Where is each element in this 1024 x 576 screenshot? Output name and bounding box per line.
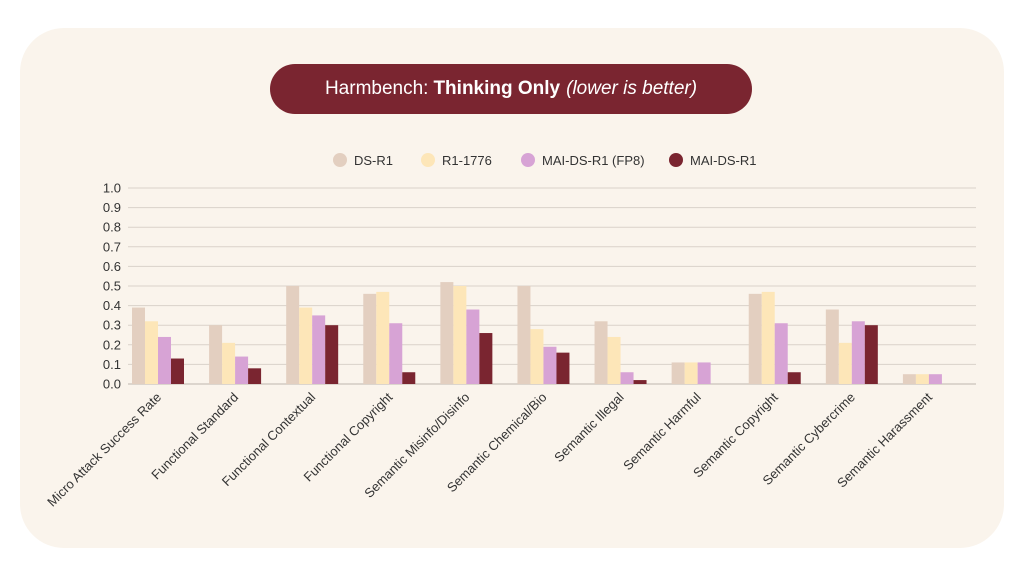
y-tick-label: 0.7 (103, 239, 121, 254)
bar (363, 293, 377, 384)
bar (543, 346, 557, 384)
bar (748, 293, 762, 384)
y-tick-label: 1.0 (103, 181, 121, 196)
bar (864, 325, 878, 384)
legend-label: MAI-DS-R1 (690, 153, 756, 168)
legend-label: DS-R1 (354, 153, 393, 168)
bar (633, 380, 647, 384)
bar (556, 352, 570, 384)
bar (851, 321, 865, 384)
x-category-label: Semantic Illegal (551, 389, 627, 465)
chart-card (20, 28, 1004, 548)
bar (209, 325, 223, 384)
bar (761, 291, 775, 384)
bar (453, 286, 467, 384)
legend-label: R1-1776 (442, 153, 492, 168)
title-prefix: Harmbench: (324, 78, 429, 99)
bar (132, 307, 145, 384)
y-tick-label: 0.2 (103, 337, 121, 352)
bar (402, 372, 416, 384)
bar (389, 323, 403, 384)
legend-label: MAI-DS-R1 (FP8) (542, 153, 645, 168)
bar (248, 368, 262, 384)
legend-swatch (421, 153, 435, 167)
y-tick-label: 0.3 (103, 318, 121, 333)
bar (902, 374, 916, 384)
bar (838, 342, 852, 384)
x-category-label: Semantic Harmful (620, 389, 704, 473)
bar (774, 323, 788, 384)
y-axis-ticks: 0.0 0.1 0.2 0.3 0.4 0.5 0.6 0.7 0.8 0.9 1.0 (103, 181, 121, 392)
legend: DS-R1 R1-1776 MAI-DS-R1 (FP8) MAI-DS-R1 (333, 153, 756, 168)
title-bold: Thinking Only (433, 78, 561, 99)
y-tick-label: 0.4 (103, 298, 121, 313)
chart-title: Harmbench: Thinking Only (lower is bette… (270, 64, 752, 114)
legend-swatch (333, 153, 347, 167)
bar (915, 374, 929, 384)
y-tick-label: 0.9 (103, 200, 121, 215)
bar (466, 309, 480, 384)
y-tick-label: 0.0 (103, 377, 121, 392)
bar (825, 309, 839, 384)
bar (594, 321, 608, 384)
x-category-label: Functional Standard (148, 390, 241, 483)
bar (440, 282, 454, 384)
bar (299, 307, 313, 384)
bar (697, 362, 711, 384)
y-tick-label: 0.1 (103, 357, 121, 372)
bars (132, 282, 942, 384)
bar (222, 342, 236, 384)
bar (145, 321, 158, 384)
bar (620, 372, 634, 384)
bar (684, 362, 698, 384)
bar (517, 286, 531, 384)
bar (235, 356, 249, 384)
bar (530, 329, 544, 384)
bar (158, 336, 171, 384)
y-tick-label: 0.8 (103, 220, 121, 235)
bar (376, 291, 390, 384)
title-note: (lower is better) (566, 78, 698, 99)
bar (286, 286, 300, 384)
bar (607, 336, 621, 384)
x-category-label: Micro Attack Success Rate (44, 390, 164, 510)
y-tick-label: 0.6 (103, 259, 121, 274)
y-tick-label: 0.5 (103, 279, 121, 294)
bar (787, 372, 801, 384)
bar (325, 325, 339, 384)
legend-swatch (521, 153, 535, 167)
bar (928, 374, 942, 384)
bar (171, 358, 184, 384)
x-category-label: Semantic Copyright (690, 389, 781, 480)
legend-swatch (669, 153, 683, 167)
bar (479, 333, 493, 384)
bar (312, 315, 326, 384)
bar (671, 362, 685, 384)
